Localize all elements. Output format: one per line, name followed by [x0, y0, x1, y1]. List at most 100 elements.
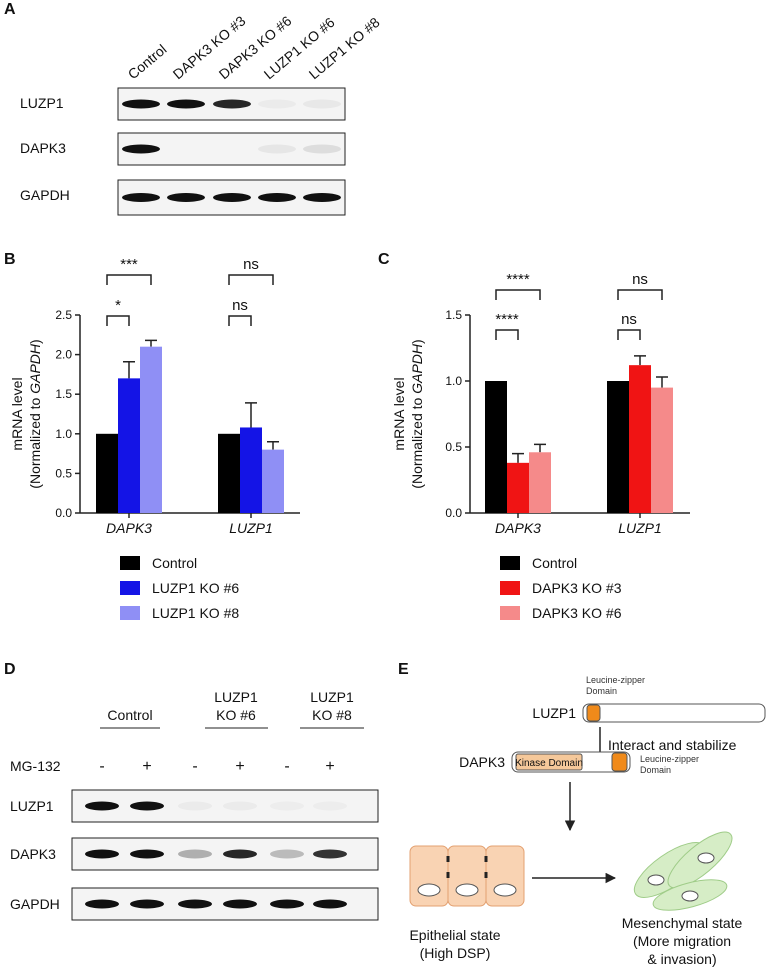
band: [213, 99, 251, 109]
diagram: Leucine-zipper Domain LUZP1 Interact and…: [409, 675, 766, 967]
treatment-sign: -: [99, 758, 104, 775]
row-label: DAPK3: [20, 140, 66, 156]
y-axis-label: (Normalized to GAPDH): [27, 339, 43, 488]
x-tick-label: LUZP1: [618, 520, 662, 536]
y-tick-label: 2.5: [55, 308, 72, 322]
y-tick-label: 0.5: [445, 440, 462, 454]
state-label: Epithelial state: [409, 927, 500, 943]
protein-label: LUZP1: [532, 705, 576, 721]
y-axis-label-part: ): [409, 339, 425, 344]
treatment-sign: +: [325, 758, 334, 775]
error-bar: [534, 443, 546, 453]
band: [130, 801, 164, 811]
protein-bar: [582, 703, 766, 723]
band: [178, 801, 212, 811]
bar: [607, 381, 629, 513]
bar: [651, 387, 673, 513]
significance-label: ns: [632, 271, 648, 288]
arrow-label: Interact and stabilize: [608, 737, 737, 753]
group-label: LUZP1: [214, 689, 258, 705]
y-tick-label: 0.0: [55, 506, 72, 520]
row-label: GAPDH: [20, 187, 70, 203]
band: [303, 144, 341, 154]
domain-label: Domain: [640, 765, 671, 775]
domain-label: Leucine-zipper: [586, 675, 645, 685]
significance-label: ns: [232, 297, 248, 314]
state-label: Mesenchymal state: [622, 915, 743, 931]
bar: [240, 427, 262, 513]
band: [85, 899, 119, 909]
bar: [118, 378, 140, 513]
significance-bracket: [495, 329, 519, 340]
significance-label: ****: [506, 271, 530, 288]
y-tick-label: 1.5: [445, 308, 462, 322]
group-label: KO #8: [312, 707, 352, 723]
state-label: & invasion): [647, 951, 716, 967]
error-bar: [512, 452, 524, 463]
band: [270, 899, 304, 909]
y-axis-label-part: (Normalized to: [409, 394, 425, 489]
legend-swatch: [500, 581, 520, 595]
state-label: (High DSP): [420, 945, 491, 961]
significance-bracket: [106, 315, 130, 326]
y-tick-label: 1.0: [445, 374, 462, 388]
column-label: Control: [125, 41, 170, 82]
band: [130, 899, 164, 909]
y-tick-label: 0.5: [55, 466, 72, 480]
error-bar: [634, 355, 646, 366]
y-axis-label-part: (Normalized to: [27, 394, 43, 489]
group-label: Control: [107, 707, 152, 723]
domain-label: Leucine-zipper: [640, 754, 699, 764]
row-label: GAPDH: [10, 896, 60, 912]
legend-swatch: [120, 606, 140, 620]
y-tick-label: 1.0: [55, 427, 72, 441]
y-axis-label: (Normalized to GAPDH): [409, 339, 425, 488]
legend-swatch: [500, 606, 520, 620]
significance-label: ns: [621, 311, 637, 328]
error-bar: [245, 402, 257, 428]
domain-label: Domain: [586, 686, 617, 696]
significance-label: ***: [120, 256, 138, 273]
bar: [629, 365, 651, 513]
bar: [140, 346, 162, 513]
panel-label: C: [378, 251, 390, 268]
band: [270, 802, 304, 811]
x-tick-label: LUZP1: [229, 520, 273, 536]
row-label: DAPK3: [10, 846, 56, 862]
domain-label: Kinase Domain: [515, 758, 583, 769]
panel-label: D: [4, 661, 16, 678]
x-tick-label: DAPK3: [106, 520, 152, 536]
treatment-sign: -: [284, 758, 289, 775]
blot-box: [71, 789, 379, 823]
band: [122, 99, 160, 109]
significance-bracket: [617, 329, 641, 340]
band: [213, 193, 251, 202]
band: [313, 899, 347, 909]
band: [313, 802, 347, 811]
legend-swatch: [120, 556, 140, 570]
legend-label: DAPK3 KO #6: [532, 605, 622, 621]
bar: [218, 433, 240, 513]
legend-label: Control: [532, 555, 577, 571]
band: [258, 193, 296, 202]
band: [167, 99, 205, 109]
error-bar: [123, 360, 135, 379]
error-bar: [267, 440, 279, 450]
row-label: LUZP1: [20, 95, 64, 111]
domain: [586, 704, 601, 722]
band: [122, 193, 160, 202]
protein-label: DAPK3: [459, 754, 505, 770]
legend-label: DAPK3 KO #3: [532, 580, 622, 596]
y-axis-label-part: GAPDH: [409, 343, 425, 394]
band: [178, 849, 212, 859]
legend-swatch: [120, 581, 140, 595]
band: [85, 801, 119, 811]
significance-label: ****: [495, 311, 519, 328]
y-tick-label: 0.0: [445, 506, 462, 520]
panel-label: A: [4, 1, 16, 18]
domain: [611, 752, 628, 772]
y-axis-label: mRNA level: [9, 377, 25, 450]
treatment-sign: +: [142, 758, 151, 775]
row-label: LUZP1: [10, 798, 54, 814]
